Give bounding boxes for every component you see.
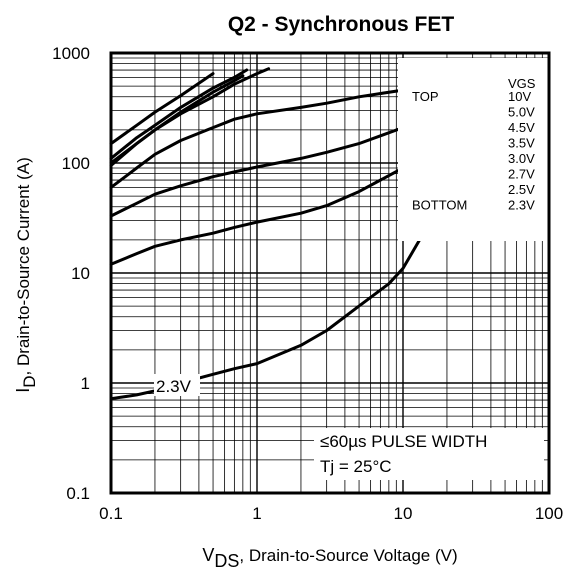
y-tick-label: 100 bbox=[62, 154, 90, 173]
x-axis-label-rest: , Drain-to-Source Voltage (V) bbox=[239, 546, 457, 565]
curve-label-2v3: 2.3V bbox=[156, 377, 192, 396]
legend-entry: 4.5V bbox=[508, 120, 535, 135]
x-axis-label: VDS, Drain-to-Source Voltage (V) bbox=[202, 545, 457, 571]
x-tick-label: 0.1 bbox=[99, 504, 123, 523]
legend-entry: 10V bbox=[508, 89, 531, 104]
pulse-width-annotation: ≤60µs PULSE WIDTH bbox=[320, 432, 487, 451]
legend-entry: 2.3V bbox=[508, 198, 535, 213]
x-tick-label: 10 bbox=[394, 504, 413, 523]
curve-vgs-2v5v bbox=[109, 166, 405, 266]
x-axis-label-sub: DS bbox=[214, 551, 239, 571]
x-axis-ticks: 0.1 1 10 100 bbox=[99, 504, 563, 523]
legend-top-label: TOP bbox=[412, 89, 439, 104]
pulse-text: 60µs PULSE WIDTH bbox=[329, 432, 487, 451]
legend-entry: 3.5V bbox=[508, 136, 535, 151]
plot-frame bbox=[109, 51, 551, 495]
x-tick-label: 100 bbox=[535, 504, 563, 523]
y-tick-label: 1 bbox=[81, 374, 90, 393]
y-axis-label: ID, Drain-to-Source Current (A) bbox=[13, 157, 39, 393]
pulse-prefix: ≤ bbox=[320, 432, 329, 451]
x-tick-label: 1 bbox=[252, 504, 261, 523]
y-axis-label-sub: D bbox=[20, 375, 39, 387]
curve-vgs-2v7v bbox=[109, 126, 405, 218]
y-tick-label: 0.1 bbox=[66, 484, 90, 503]
annotation-background bbox=[314, 428, 544, 480]
chart-title: Q2 - Synchronous FET bbox=[228, 13, 455, 36]
legend-entry: 3.0V bbox=[508, 151, 535, 166]
curve-vgs-3v0v bbox=[109, 88, 405, 189]
legend-entry: 5.0V bbox=[508, 105, 535, 120]
y-tick-label: 1000 bbox=[52, 44, 90, 63]
curve-vgs-10v bbox=[109, 72, 215, 146]
y-axis-ticks: 0.1 1 10 100 1000 bbox=[52, 44, 90, 503]
legend-entry: 2.7V bbox=[508, 167, 535, 182]
legend-bottom-label: BOTTOM bbox=[412, 198, 467, 213]
curve-label-background bbox=[154, 374, 200, 396]
y-axis-label-main: I bbox=[13, 388, 33, 393]
y-axis-label-rest: , Drain-to-Source Current (A) bbox=[14, 157, 33, 375]
curve-vgs-3v5v bbox=[109, 67, 271, 165]
legend-entry: 2.5V bbox=[508, 182, 535, 197]
legend-header: VGS bbox=[508, 76, 536, 91]
curve-vgs-5v0v bbox=[109, 68, 249, 160]
y-tick-label: 10 bbox=[71, 264, 90, 283]
legend-background bbox=[398, 58, 548, 241]
temperature-annotation: Tj = 25°C bbox=[320, 457, 392, 476]
curves bbox=[109, 67, 435, 401]
x-axis-label-main: V bbox=[202, 545, 214, 565]
